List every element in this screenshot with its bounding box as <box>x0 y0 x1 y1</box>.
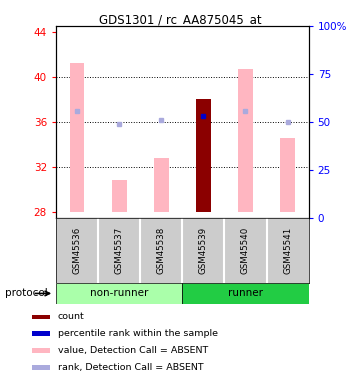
Text: non-runner: non-runner <box>90 288 148 298</box>
Text: percentile rank within the sample: percentile rank within the sample <box>58 329 218 338</box>
Text: rank, Detection Call = ABSENT: rank, Detection Call = ABSENT <box>58 363 203 372</box>
Text: value, Detection Call = ABSENT: value, Detection Call = ABSENT <box>58 346 208 355</box>
Bar <box>238 69 253 212</box>
Bar <box>70 63 84 212</box>
Bar <box>32 332 50 336</box>
Text: GSM45536: GSM45536 <box>73 226 82 274</box>
Text: GSM45539: GSM45539 <box>199 227 208 274</box>
Text: GDS1301 / rc_AA875045_at: GDS1301 / rc_AA875045_at <box>99 13 262 26</box>
Text: GSM45541: GSM45541 <box>283 226 292 274</box>
Text: GSM45538: GSM45538 <box>157 226 166 274</box>
Bar <box>112 180 126 212</box>
Bar <box>154 158 169 212</box>
Bar <box>182 283 309 304</box>
Text: GSM45537: GSM45537 <box>115 226 123 274</box>
Bar <box>32 315 50 319</box>
Bar <box>280 138 295 212</box>
Text: count: count <box>58 312 84 321</box>
Bar <box>32 365 50 370</box>
Bar <box>32 348 50 353</box>
Text: protocol: protocol <box>5 288 48 298</box>
Bar <box>196 99 211 212</box>
Bar <box>56 283 182 304</box>
Text: GSM45540: GSM45540 <box>241 226 250 274</box>
Text: runner: runner <box>228 288 263 298</box>
